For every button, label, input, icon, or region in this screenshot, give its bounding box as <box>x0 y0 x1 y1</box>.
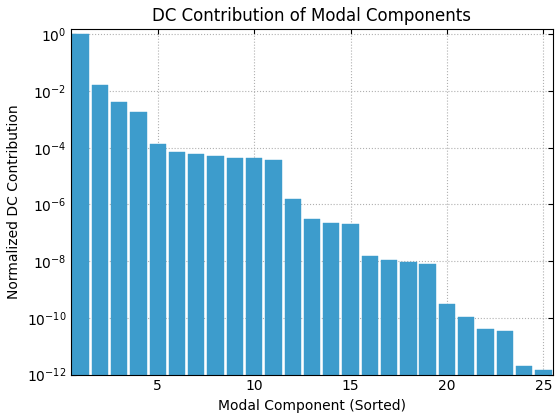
Bar <box>72 34 89 420</box>
Bar <box>169 152 185 420</box>
Bar <box>207 156 224 420</box>
Bar <box>323 223 339 420</box>
Bar <box>246 158 262 420</box>
Title: DC Contribution of Modal Components: DC Contribution of Modal Components <box>152 7 472 25</box>
Bar <box>265 160 282 420</box>
Bar <box>188 154 204 420</box>
Y-axis label: Normalized DC Contribution: Normalized DC Contribution <box>7 105 21 299</box>
Bar <box>130 112 147 420</box>
Bar <box>304 219 320 420</box>
X-axis label: Modal Component (Sorted): Modal Component (Sorted) <box>218 399 406 413</box>
Bar <box>419 264 436 420</box>
Bar <box>477 329 494 420</box>
Bar <box>497 331 513 420</box>
Bar <box>150 144 166 420</box>
Bar <box>458 317 474 420</box>
Bar <box>381 260 397 420</box>
Bar <box>535 370 552 420</box>
Bar <box>342 224 359 420</box>
Bar <box>111 102 127 420</box>
Bar <box>362 256 378 420</box>
Bar <box>400 262 417 420</box>
Bar <box>227 158 243 420</box>
Bar <box>438 304 455 420</box>
Bar <box>92 85 108 420</box>
Bar <box>516 366 532 420</box>
Bar <box>284 200 301 420</box>
